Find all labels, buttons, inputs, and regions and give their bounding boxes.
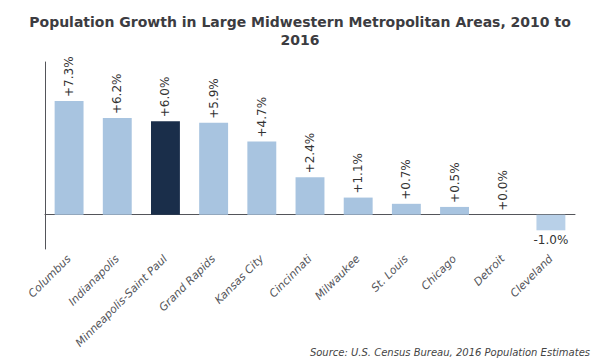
svg-text:Columbus: Columbus — [26, 252, 74, 300]
svg-text:Kansas City: Kansas City — [212, 252, 267, 307]
svg-text:+0.7%: +0.7% — [399, 159, 413, 200]
svg-text:Grand Rapids: Grand Rapids — [157, 252, 219, 314]
svg-text:+7.3%: +7.3% — [62, 56, 76, 97]
svg-text:+6.2%: +6.2% — [110, 74, 124, 115]
svg-text:Detroit: Detroit — [471, 252, 508, 289]
svg-text:Minneapolis-Saint Paul: Minneapolis-Saint Paul — [73, 252, 170, 349]
svg-text:+2.4%: +2.4% — [303, 133, 317, 174]
svg-text:Cincinnati: Cincinnati — [267, 252, 315, 300]
svg-text:+0.5%: +0.5% — [448, 162, 462, 203]
svg-text:2016: 2016 — [281, 32, 320, 48]
svg-text:-1.0%: -1.0% — [533, 233, 568, 247]
svg-text:+4.7%: +4.7% — [255, 97, 269, 138]
svg-text:Indianapolis: Indianapolis — [65, 252, 122, 309]
svg-text:+5.9%: +5.9% — [207, 78, 221, 119]
svg-text:Source: U.S. Census Bureau, 20: Source: U.S. Census Bureau, 2016 Populat… — [310, 347, 590, 358]
svg-text:St. Louis: St. Louis — [369, 252, 412, 295]
svg-text:+1.1%: +1.1% — [351, 153, 365, 194]
svg-text:Cleveland: Cleveland — [508, 252, 556, 300]
svg-text:+6.0%: +6.0% — [158, 77, 172, 118]
svg-text:Chicago: Chicago — [419, 252, 460, 293]
svg-text:Population Growth in Large Mid: Population Growth in Large Midwestern Me… — [29, 14, 571, 30]
svg-text:+0.0%: +0.0% — [496, 170, 510, 211]
svg-text:Milwaukee: Milwaukee — [312, 252, 362, 302]
